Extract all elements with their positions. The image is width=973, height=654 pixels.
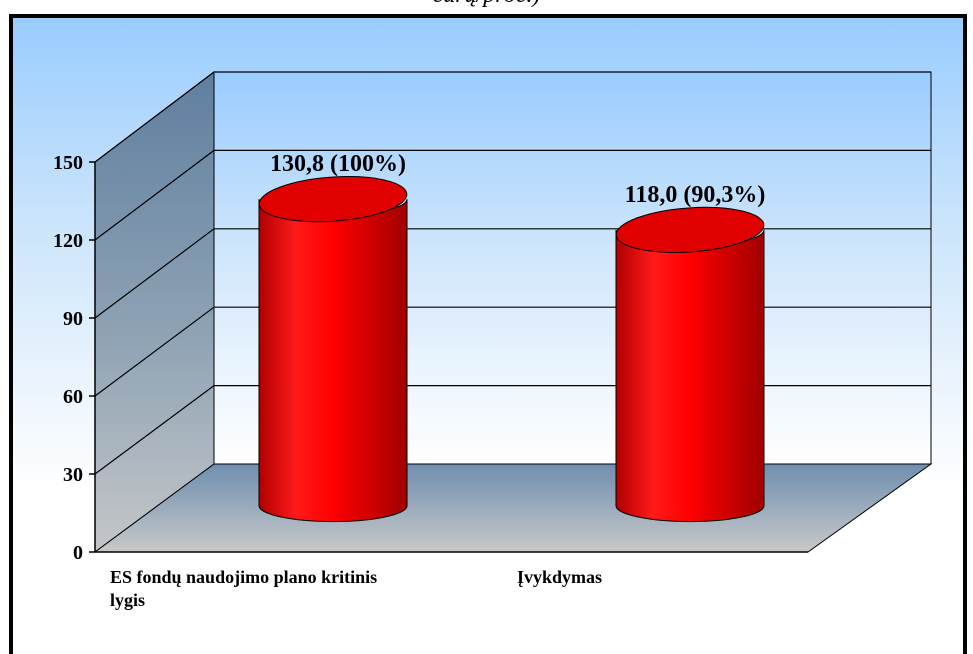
- x-tick-label: ES fondų naudojimo plano kritinis: [110, 567, 377, 587]
- y-tick-label: 150: [53, 152, 83, 174]
- data-label: 118,0 (90,3%): [625, 182, 766, 208]
- y-tick-label: 120: [53, 230, 83, 252]
- chart-caption-fragment: eurų/proc.): [0, 0, 973, 9]
- y-tick-label: 30: [63, 464, 83, 486]
- floor: [93, 463, 933, 553]
- y-tick-label: 60: [63, 386, 83, 408]
- y-tick-label: 90: [63, 308, 83, 330]
- chart-walls: [93, 70, 933, 553]
- bars: [258, 176, 765, 523]
- bar-cylinder-top: [258, 176, 408, 223]
- data-label: 130,8 (100%): [270, 151, 406, 177]
- y-tick-label: 0: [73, 542, 83, 564]
- y-tick-labels: 0 30 60 90 120 150: [53, 152, 95, 564]
- x-tick-label: Įvykdymas: [517, 567, 602, 587]
- x-tick-labels: ES fondų naudojimo plano kritinis lygis Įv…: [110, 567, 602, 610]
- gridline: [94, 149, 931, 241]
- bar-cylinder-top: [615, 206, 765, 253]
- data-labels: 130,8 (100%) 118,0 (90,3%): [270, 151, 765, 208]
- bar-cylinder-body: [258, 199, 408, 523]
- y-axis: [94, 162, 808, 553]
- gridline: [94, 71, 931, 163]
- bar-cylinder-body: [615, 229, 765, 523]
- x-tick-label: lygis: [110, 590, 145, 610]
